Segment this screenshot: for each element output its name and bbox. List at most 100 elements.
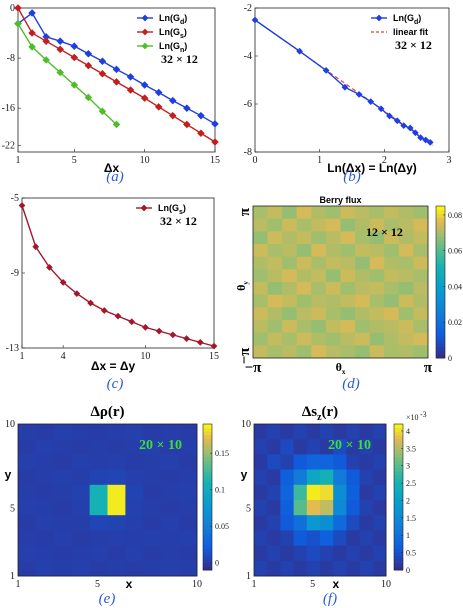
colorbar-segment bbox=[436, 308, 445, 313]
heatmap-cell bbox=[369, 244, 385, 258]
heatmap-cell bbox=[161, 484, 180, 501]
heatmap-cell bbox=[53, 560, 73, 577]
heatmap-cell bbox=[413, 307, 429, 321]
heatmap-cell bbox=[372, 500, 387, 516]
heatmap-cell bbox=[306, 515, 321, 531]
heatmap-cell bbox=[296, 269, 312, 283]
colorbar-segment bbox=[203, 566, 212, 571]
heatmap-cell bbox=[35, 500, 55, 516]
data-point bbox=[56, 68, 64, 77]
heatmap-cell bbox=[355, 332, 371, 346]
data-point bbox=[183, 120, 191, 129]
heatmap-cell bbox=[89, 424, 108, 440]
heatmap-cell bbox=[355, 206, 371, 220]
heatmap-cell bbox=[369, 332, 385, 346]
heatmap-cell bbox=[125, 454, 144, 470]
data-point bbox=[183, 104, 191, 112]
colorbar-segment bbox=[394, 511, 403, 516]
data-point bbox=[98, 69, 107, 78]
colorbar-segment bbox=[203, 504, 212, 509]
heatmap-cell bbox=[267, 244, 283, 258]
colorbar-segment bbox=[394, 489, 403, 494]
heatmap-cell bbox=[320, 439, 334, 455]
heatmap-cell bbox=[253, 320, 268, 334]
data-point bbox=[73, 290, 81, 297]
data-point bbox=[100, 307, 108, 314]
colorbar-segment bbox=[394, 434, 403, 440]
heatmap-cell bbox=[293, 545, 308, 562]
panel-label: (b) bbox=[343, 169, 361, 185]
colorbar-tick-label: 0 bbox=[448, 354, 452, 363]
heatmap-cell bbox=[254, 484, 268, 501]
colorbar-segment bbox=[203, 562, 212, 567]
colorbar-segment bbox=[436, 301, 445, 306]
heatmap-cell bbox=[71, 560, 90, 577]
heatmap-cell bbox=[325, 269, 341, 283]
heatmap-cell bbox=[384, 307, 400, 321]
plot-frame bbox=[17, 423, 198, 577]
legend-marker bbox=[141, 28, 149, 36]
heatmap-cell bbox=[282, 256, 298, 270]
colorbar-segment bbox=[394, 467, 403, 472]
colorbar-exponent: ×10 bbox=[406, 413, 419, 422]
heatmap-cell bbox=[267, 218, 283, 232]
heatmap-cell bbox=[161, 469, 180, 486]
colorbar-segment bbox=[394, 442, 403, 447]
heatmap-cell bbox=[89, 454, 108, 470]
data-point bbox=[70, 53, 79, 62]
colorbar-segment bbox=[203, 438, 212, 443]
heatmap-cell bbox=[267, 424, 281, 440]
colorbar-tick-label: 3.5 bbox=[406, 444, 416, 453]
heatmap-cell bbox=[296, 332, 312, 346]
heatmap-cell bbox=[125, 515, 144, 531]
y-tick-label: -5 bbox=[11, 193, 19, 204]
colorbar-segment bbox=[203, 482, 212, 487]
heatmap-cell bbox=[179, 500, 198, 516]
heatmap-cell bbox=[372, 545, 387, 562]
colorbar-segment bbox=[394, 478, 403, 483]
chart-d: 0 0.02 0.04 0.06 0.08 Berry flux −π π π −π θx θy 12 … bbox=[234, 195, 462, 392]
heatmap-cell bbox=[161, 515, 180, 531]
colorbar-segment bbox=[203, 555, 212, 560]
heatmap-cell bbox=[311, 231, 327, 245]
data-point bbox=[112, 78, 121, 86]
colorbar-tick-label: 0.15 bbox=[215, 449, 229, 458]
heatmap-cell bbox=[398, 294, 414, 308]
heatmap-cell bbox=[282, 269, 298, 283]
heatmap-cell bbox=[311, 320, 327, 334]
colorbar-tick-label: 1 bbox=[406, 531, 410, 540]
heatmap-cell bbox=[280, 484, 294, 501]
heatmap-cell bbox=[311, 332, 327, 346]
colorbar-segment bbox=[394, 566, 403, 571]
heatmap-cell bbox=[340, 244, 356, 258]
colorbar-segment bbox=[436, 320, 445, 325]
chart-e: 0 0.05 0.1 0.15 Δρ(r) 1 5 10 10 5 1 x y 20 × 10 (e) bbox=[5, 404, 229, 607]
heatmap-cell bbox=[372, 515, 387, 531]
heatmap-cell bbox=[340, 218, 356, 232]
panel-label: (f) bbox=[323, 591, 337, 607]
heatmap-cell bbox=[143, 469, 162, 486]
data-point bbox=[18, 202, 26, 209]
heatmap-cell bbox=[89, 484, 108, 501]
colorbar-segment bbox=[436, 232, 445, 237]
data-point bbox=[112, 65, 121, 74]
colorbar-tick-label: 0.08 bbox=[448, 211, 462, 220]
colorbar-segment bbox=[436, 316, 445, 321]
heatmap-cell bbox=[306, 484, 321, 501]
x-tick-label: 1 bbox=[252, 579, 257, 590]
heatmap-cell bbox=[325, 282, 341, 296]
heatmap-cell bbox=[359, 469, 374, 486]
colorbar-segment bbox=[394, 555, 403, 560]
colorbar-segment bbox=[203, 522, 212, 527]
lattice-size-label: 20 × 10 bbox=[328, 438, 371, 453]
data-point bbox=[46, 264, 53, 271]
x-tick-label: 4 bbox=[61, 351, 66, 362]
legend-marker bbox=[375, 14, 383, 22]
heatmap-cell bbox=[384, 218, 400, 232]
heatmap-cell bbox=[413, 345, 429, 359]
heatmap-cell bbox=[267, 294, 283, 308]
heatmap-cell bbox=[53, 530, 73, 546]
heatmap-cell bbox=[282, 345, 298, 359]
colorbar-segment bbox=[436, 304, 445, 310]
data-point bbox=[14, 19, 22, 28]
